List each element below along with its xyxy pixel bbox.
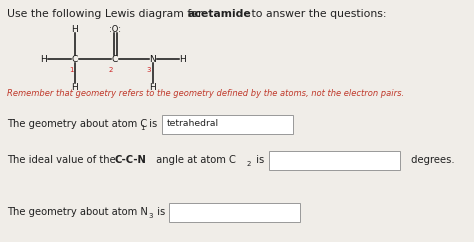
Text: to answer the questions:: to answer the questions: — [248, 9, 386, 19]
Text: 1: 1 — [140, 124, 145, 130]
Text: is: is — [253, 155, 264, 165]
Text: Remember that geometry refers to the geometry defined by the atoms, not the elec: Remember that geometry refers to the geo… — [7, 90, 404, 98]
Text: is: is — [154, 207, 165, 217]
Text: H: H — [150, 83, 156, 91]
Text: 2: 2 — [247, 160, 251, 166]
Text: :O:: :O: — [109, 24, 121, 33]
Text: H: H — [72, 83, 78, 91]
Text: The ideal value of the: The ideal value of the — [7, 155, 119, 165]
Text: H: H — [41, 54, 47, 63]
Text: C: C — [112, 54, 118, 63]
Text: angle at atom C: angle at atom C — [153, 155, 236, 165]
Text: acetamide: acetamide — [188, 9, 252, 19]
Text: 3: 3 — [148, 212, 153, 219]
Text: is: is — [146, 119, 157, 129]
Text: H: H — [72, 24, 78, 33]
FancyBboxPatch shape — [270, 151, 401, 169]
Text: C-C-N: C-C-N — [115, 155, 147, 165]
Text: N: N — [150, 54, 156, 63]
Text: Use the following Lewis diagram for: Use the following Lewis diagram for — [7, 9, 206, 19]
Text: The geometry about atom N: The geometry about atom N — [7, 207, 148, 217]
Text: 1: 1 — [69, 67, 73, 73]
Text: H: H — [180, 54, 186, 63]
Text: tetrahedral: tetrahedral — [167, 120, 219, 129]
FancyBboxPatch shape — [170, 203, 301, 221]
Text: degrees.: degrees. — [408, 155, 455, 165]
Text: The geometry about atom C: The geometry about atom C — [7, 119, 147, 129]
Text: 2: 2 — [109, 67, 113, 73]
Text: C: C — [72, 54, 78, 63]
Text: 3: 3 — [147, 67, 151, 73]
FancyBboxPatch shape — [163, 114, 293, 134]
